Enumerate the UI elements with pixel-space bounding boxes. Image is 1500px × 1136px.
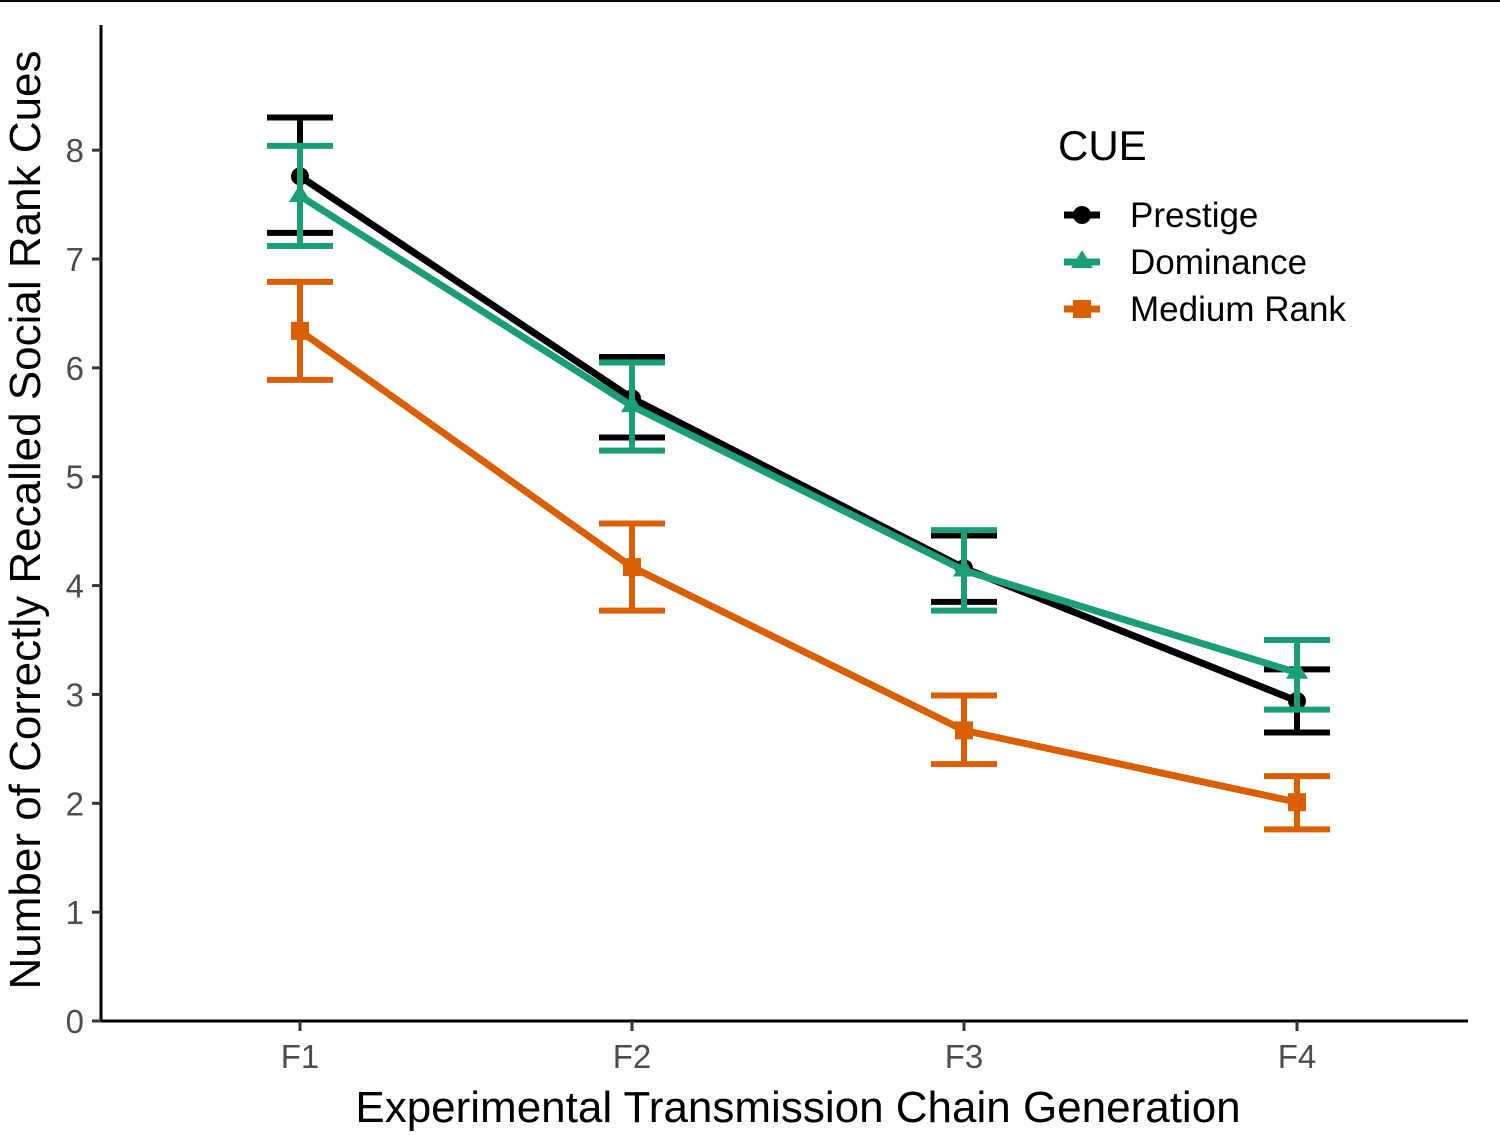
series-line: [297, 328, 1298, 806]
top-border-line: [0, 0, 1500, 2]
series-layer: [267, 114, 1330, 833]
series-dominance: [267, 142, 1330, 713]
point-marker: [289, 184, 311, 203]
point-marker: [1073, 206, 1091, 224]
point-marker: [1288, 793, 1306, 812]
y-tick-label: 4: [66, 568, 84, 605]
y-tick-label: 6: [66, 350, 84, 387]
legend-item: Medium Rank: [1064, 290, 1346, 329]
x-tick-label: F2: [613, 1038, 652, 1075]
legend-label: Dominance: [1130, 243, 1307, 282]
y-ticks: 0 1 2 3 4 5 6 7 8: [66, 132, 101, 1040]
legend-items: Prestige Dominance Medium Rank: [1064, 196, 1346, 329]
legend-title: CUE: [1058, 122, 1147, 169]
series-line: [298, 173, 1299, 705]
y-axis-title: Number of Correctly Recalled Social Rank…: [1, 50, 50, 989]
series-line: [298, 192, 1299, 677]
series-medium-rank: [267, 278, 1330, 833]
point-marker: [1286, 660, 1308, 679]
x-tick-label: F3: [945, 1038, 984, 1075]
point-marker: [955, 721, 973, 740]
point-marker: [953, 558, 975, 577]
point-marker: [621, 394, 643, 413]
y-tick-label: 7: [66, 241, 84, 278]
y-tick-label: 0: [66, 1003, 84, 1040]
legend-item: Prestige: [1064, 196, 1258, 235]
y-tick-label: 2: [66, 785, 84, 822]
x-axis-title: Experimental Transmission Chain Generati…: [355, 1083, 1240, 1132]
x-tick-label: F1: [281, 1038, 320, 1075]
y-tick-label: 8: [66, 132, 84, 169]
point-marker: [1073, 300, 1091, 318]
x-tick-label: F4: [1278, 1038, 1317, 1075]
y-tick-label: 3: [66, 676, 84, 713]
legend-item: Dominance: [1064, 243, 1307, 282]
y-tick-label: 1: [66, 894, 84, 931]
x-ticks: F1 F2 F3 F4: [281, 1021, 1317, 1075]
legend: CUE Prestige Dominance Medium Rank: [1058, 122, 1346, 329]
legend-label: Medium Rank: [1130, 290, 1346, 329]
legend-label: Prestige: [1130, 196, 1258, 235]
point-marker: [291, 321, 309, 340]
y-tick-label: 5: [66, 459, 84, 496]
point-marker: [623, 558, 641, 577]
point-marker: [1071, 250, 1093, 269]
axes: [99, 25, 1468, 1023]
